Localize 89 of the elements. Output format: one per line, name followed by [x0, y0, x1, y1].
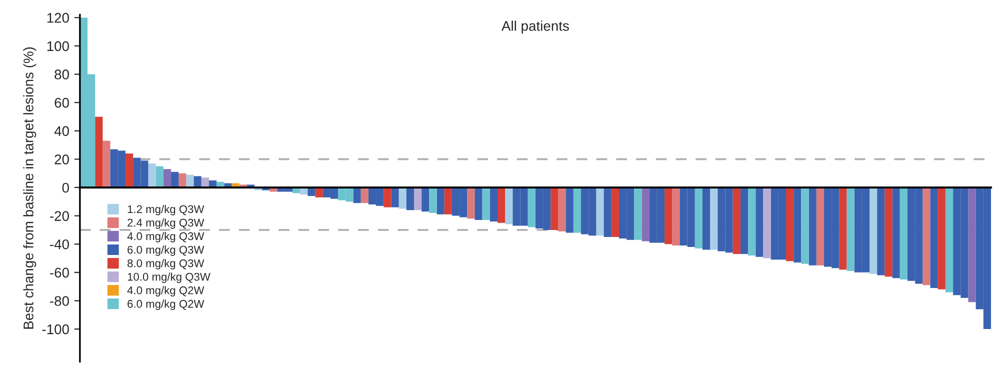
bar [573, 187, 582, 233]
bar [125, 154, 134, 188]
bar [672, 187, 680, 246]
bar [945, 187, 954, 292]
bar [406, 187, 414, 210]
bar [308, 187, 316, 196]
bar [604, 187, 612, 238]
bar [194, 176, 202, 188]
bar [786, 187, 794, 262]
bar [482, 187, 490, 220]
bar [422, 187, 430, 212]
bar [467, 187, 475, 219]
bar [634, 187, 642, 240]
legend-label: 8.0 mg/kg Q3W [128, 259, 204, 270]
bar [102, 140, 110, 188]
bar [694, 187, 702, 248]
bar [732, 187, 740, 254]
bar [596, 187, 604, 236]
y-tick-label: 20 [54, 154, 69, 164]
legend-label: 4.0 mg/kg Q3W [127, 232, 204, 242]
bar [490, 187, 498, 222]
bar [877, 187, 885, 276]
bar [391, 187, 399, 208]
bar [611, 187, 619, 238]
bar [900, 187, 908, 280]
bar [498, 187, 506, 223]
y-tick-label: 100 [47, 41, 69, 52]
y-tick-label: 120 [47, 12, 69, 23]
y-tick-label: 60 [54, 98, 69, 108]
bar [884, 187, 892, 277]
legend-label: 10.0 mg/kg Q3W [128, 272, 210, 283]
y-tick-label: -20 [50, 211, 69, 221]
legend-label: 2.4 mg/kg Q3W [128, 218, 204, 229]
bar [710, 187, 718, 250]
bar [748, 187, 756, 256]
bar [922, 187, 930, 286]
bar [839, 187, 847, 270]
bar [95, 116, 103, 188]
bar [763, 187, 771, 258]
y-tick-label: -100 [42, 324, 69, 334]
bar [550, 187, 558, 230]
bar [171, 172, 179, 188]
bar [436, 187, 444, 214]
bar [528, 187, 536, 228]
bar [808, 187, 816, 266]
chart-title: All patients [502, 20, 569, 34]
bar [186, 174, 194, 188]
bar [360, 187, 368, 204]
bar [930, 187, 938, 288]
y-tick-label: -40 [50, 239, 69, 250]
bar [558, 187, 566, 232]
bar [794, 187, 802, 263]
bar [756, 187, 764, 257]
y-tick-label: -60 [50, 268, 69, 278]
bar [429, 187, 437, 213]
y-tick-label: -80 [50, 296, 69, 306]
bar [846, 187, 854, 272]
bar [398, 187, 406, 209]
bar [444, 187, 452, 214]
bar [938, 187, 946, 290]
bar [148, 163, 156, 188]
bar [664, 187, 672, 244]
bar [353, 187, 361, 204]
bar [892, 187, 900, 278]
bar [315, 187, 323, 198]
bar [642, 187, 650, 242]
y-tick-label: 40 [54, 126, 69, 136]
bar [702, 187, 710, 250]
legend-label: 4.0 mg/kg Q2W [127, 286, 204, 296]
bar [384, 187, 392, 208]
legend-label: 6.0 mg/kg Q3W [128, 246, 204, 256]
bar [801, 187, 809, 264]
bar [566, 187, 574, 233]
bar [968, 187, 976, 302]
bar [201, 178, 209, 188]
legend-label: 1.2 mg/kg Q3W [128, 204, 204, 216]
y-tick-label: 80 [54, 70, 69, 80]
legend-label: 6.0 mg/kg Q2W [128, 300, 204, 310]
bar [740, 187, 748, 254]
y-axis-title: Best change from basline in target lesions (%) [23, 47, 36, 329]
bar [156, 166, 164, 188]
bar [414, 187, 422, 210]
bar [178, 173, 186, 188]
bar [816, 187, 824, 266]
bar [870, 187, 878, 274]
y-tick-label: 0 [62, 182, 69, 193]
bar [505, 187, 513, 224]
bar [163, 169, 172, 188]
bar [474, 187, 482, 220]
